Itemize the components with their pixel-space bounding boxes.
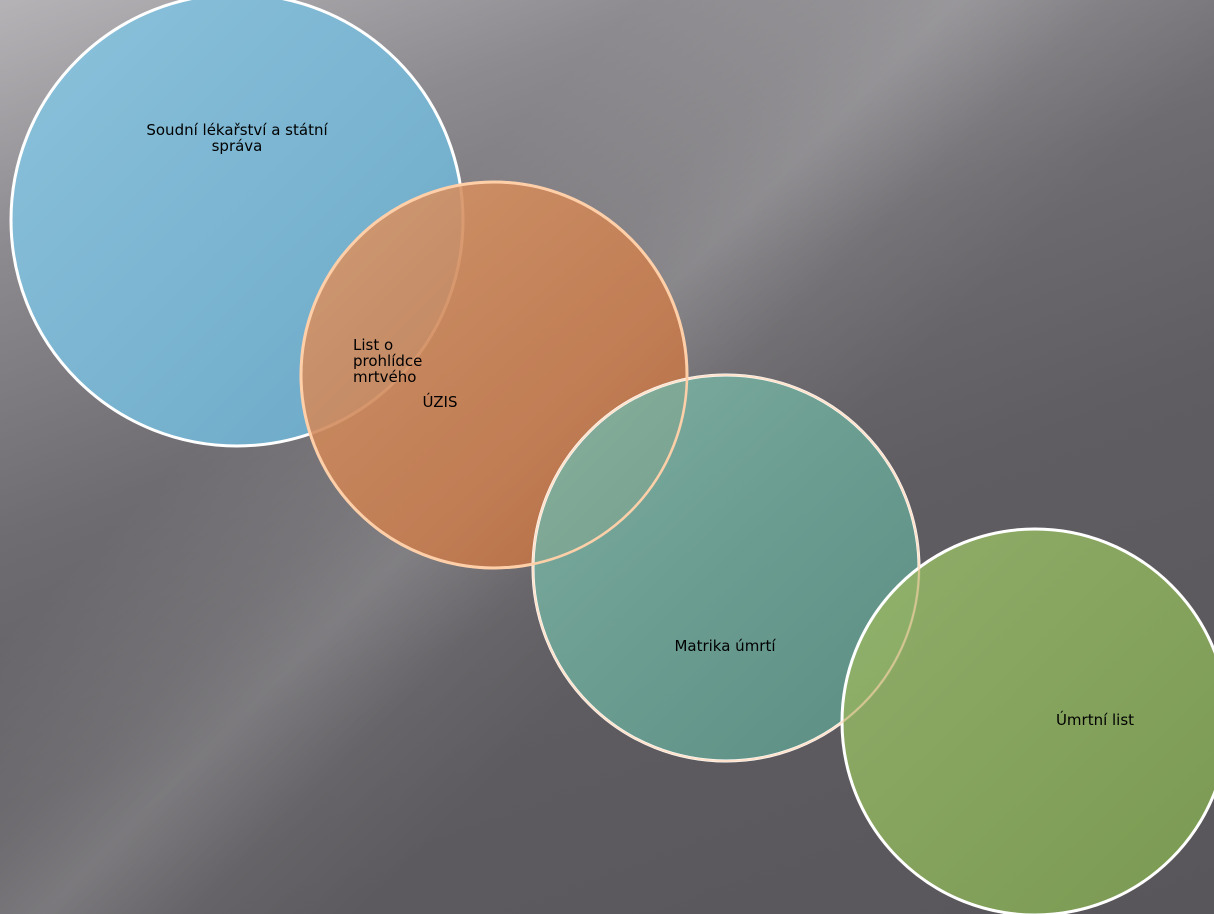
circle-umrtni-list (840, 527, 1214, 914)
label-soudni-lekarstvi: Soudní lékařství a státní správa (146, 121, 328, 155)
label-matrika-umrti: Matrika úmrtí (674, 637, 776, 655)
circle-uzis-outline (299, 180, 689, 570)
label-list-o-prohlidce: List o prohlídce mrtvého (353, 336, 423, 386)
label-umrtni-list: Úmrtní list (1055, 711, 1135, 729)
circle-matrika-outline (532, 374, 920, 762)
label-uzis: ÚZIS (422, 393, 458, 411)
